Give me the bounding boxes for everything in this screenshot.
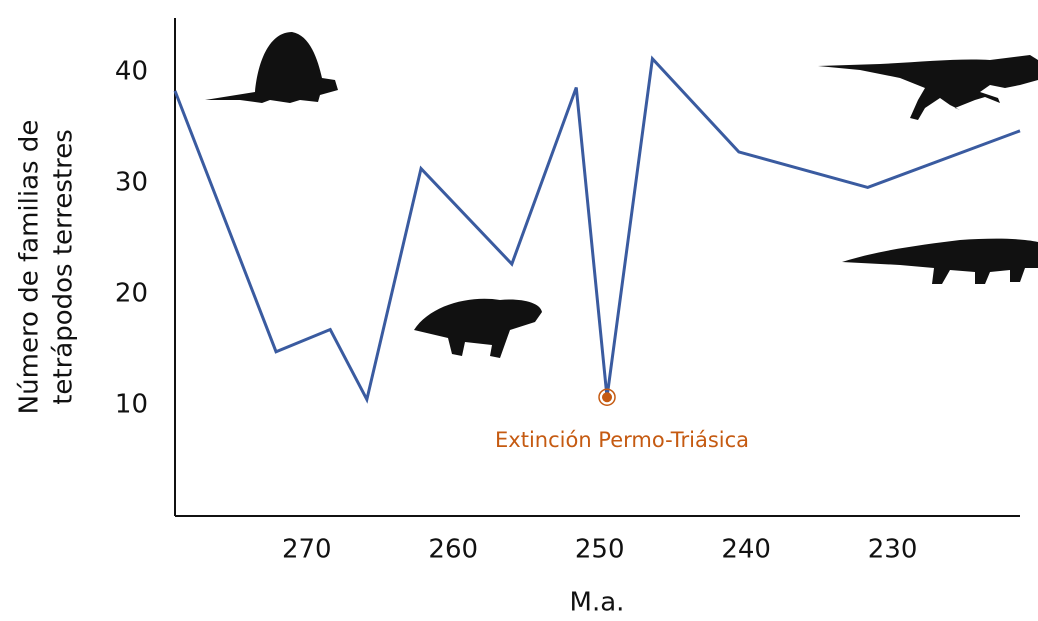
data-line [175, 59, 1020, 400]
y-tick-label: 30 [115, 168, 148, 198]
dinocephalian-silhouette [414, 299, 542, 358]
crocodylomorph-silhouette [842, 239, 1038, 284]
y-axis-label: Número de familias de [15, 120, 45, 415]
theropod-silhouette [818, 55, 1038, 120]
chart: Número de familias de tetrápodos terrest… [0, 0, 1038, 617]
x-tick-label: 240 [721, 535, 771, 565]
x-tick-label: 250 [575, 535, 625, 565]
silhouettes [205, 32, 1038, 358]
dimetrodon-silhouette [205, 32, 338, 103]
x-tick-label: 260 [428, 535, 478, 565]
annotation-text: Extinción Permo-Triásica [495, 428, 749, 452]
y-tick-label: 20 [115, 279, 148, 309]
y-axis-label: tetrápodos terrestres [49, 129, 79, 405]
x-axis-label: M.a. [570, 588, 625, 618]
x-tick-label: 270 [282, 535, 332, 565]
x-tick-label: 230 [868, 535, 918, 565]
annotation-point [602, 392, 612, 402]
y-tick-label: 10 [115, 390, 148, 420]
y-tick-label: 40 [115, 57, 148, 87]
